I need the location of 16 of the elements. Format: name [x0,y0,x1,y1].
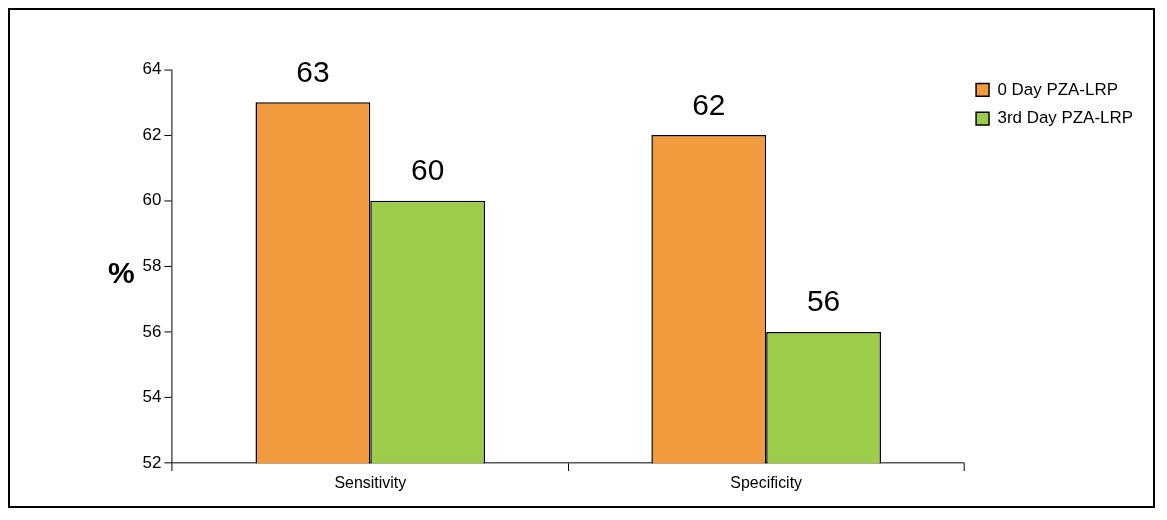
y-tick-label: 58 [142,256,162,275]
y-tick-label: 62 [142,124,162,144]
y-tick-label: 52 [142,452,162,472]
y-axis-title: % [108,256,135,290]
y-tick-label: 60 [142,190,162,210]
x-tick-label: Sensitivity [334,473,407,491]
data-label: 56 [806,284,841,318]
y-tick-label: 54 [142,387,162,407]
x-tick-label: Specificity [730,473,803,491]
data-label: 63 [296,54,330,88]
data-label: 62 [692,87,726,121]
y-tick-label: 56 [142,321,162,341]
legend-label: 0 Day PZA-LRP [997,79,1118,99]
data-label: 60 [411,153,445,187]
y-tick-label: 64 [142,59,162,79]
legend-label: 3rd Day PZA-LRP [997,108,1133,128]
